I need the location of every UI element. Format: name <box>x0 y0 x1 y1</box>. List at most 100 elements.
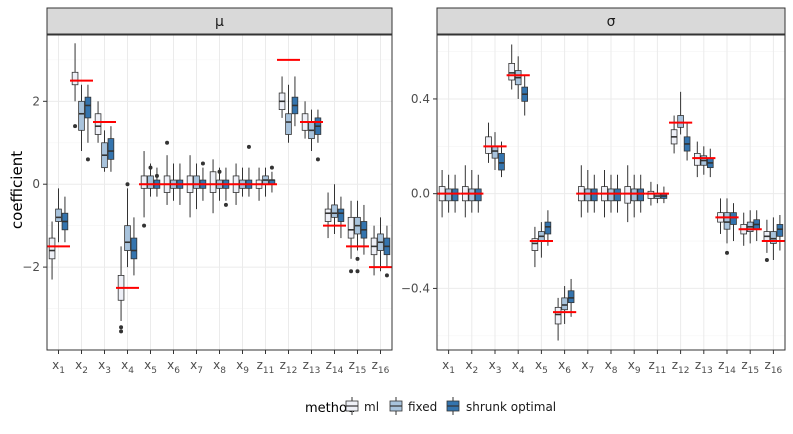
x-tick-label: x1 <box>52 358 65 376</box>
x-tick-label: z14 <box>326 358 344 376</box>
box-iqr <box>485 136 492 154</box>
box-iqr <box>590 188 598 202</box>
box-fixed <box>193 163 200 210</box>
box-iqr <box>630 188 638 202</box>
box-iqr <box>147 175 154 189</box>
box-ml <box>94 101 102 143</box>
box-shrunk-optimal <box>130 217 138 276</box>
y-axis-label: coefficient <box>8 151 26 229</box>
box-iqr <box>140 175 148 189</box>
box-ml <box>48 221 56 280</box>
box-iqr <box>637 188 644 202</box>
x-tick-label: x5 <box>144 358 157 376</box>
box-shrunk-optimal <box>61 196 69 243</box>
box-iqr <box>607 188 615 202</box>
box-ml <box>694 141 701 178</box>
box-fixed <box>700 146 708 175</box>
x-tick-label: x7 <box>581 358 594 376</box>
box-shrunk-optimal <box>706 148 714 178</box>
outlier-point <box>200 161 205 166</box>
box-iqr <box>723 212 731 230</box>
box-fixed <box>654 184 661 204</box>
box-iqr <box>78 100 85 131</box>
box-fixed <box>170 163 177 201</box>
box-ml <box>186 155 194 218</box>
y-tick-label: 0.0 <box>411 187 430 201</box>
x-tick-label: z15 <box>741 358 759 376</box>
y-tick-label: −2 <box>22 260 40 274</box>
x-tick-label: z13 <box>303 358 321 376</box>
outlier-point <box>349 269 354 274</box>
box-shrunk-optimal <box>753 210 760 242</box>
box-fixed <box>308 109 315 152</box>
box-shrunk-optimal <box>498 141 505 178</box>
box-shrunk-optimal <box>383 225 391 278</box>
legend: method ml fixed shrunk optimal <box>305 397 556 416</box>
box-iqr <box>347 216 355 239</box>
box-shrunk-optimal <box>314 109 322 162</box>
box-iqr <box>498 153 505 171</box>
x-tick-label: z12 <box>280 358 298 376</box>
box-iqr <box>474 188 482 202</box>
box-iqr <box>567 290 575 304</box>
box-iqr <box>84 96 92 119</box>
box-fixed <box>677 91 684 135</box>
x-tick-label: z11 <box>649 358 667 376</box>
legend-label: ml <box>364 400 379 414</box>
outlier-point <box>119 329 124 334</box>
y-tick-label: −0.4 <box>401 281 430 295</box>
box-fixed <box>723 198 731 255</box>
outlier-point <box>148 165 153 170</box>
outlier-point <box>355 256 360 261</box>
outlier-point <box>355 269 360 274</box>
box-ml <box>278 76 286 118</box>
box-iqr <box>776 224 784 237</box>
outlier-point <box>315 157 320 162</box>
box-iqr <box>48 237 56 260</box>
box-fixed <box>746 210 754 244</box>
box-iqr <box>491 145 499 159</box>
box-fixed <box>55 188 62 243</box>
x-tick-label: x1 <box>442 358 455 376</box>
panel-border <box>46 34 393 351</box>
y-tick-label: 0.4 <box>411 92 430 106</box>
box-iqr <box>584 188 592 202</box>
legend-key-ml <box>345 397 359 415</box>
outlier-point <box>217 169 222 174</box>
panel-2: σ −0.4 0.0 0.4 x1 x2 x3 x4 x5 x6 x7 x8 x9 z11 z12 z13 z1… <box>401 7 786 376</box>
box-ml <box>763 219 771 262</box>
outlier-point <box>725 250 729 255</box>
outlier-point <box>154 173 159 178</box>
box-iqr <box>337 208 345 222</box>
legend-key-shrunk-optimal <box>446 397 460 415</box>
box-iqr <box>209 171 217 193</box>
box-iqr <box>531 238 539 251</box>
box-shrunk-optimal <box>776 215 784 251</box>
box-iqr <box>445 188 452 202</box>
box-shrunk-optimal <box>567 278 575 317</box>
box-fixed <box>538 222 545 258</box>
box-iqr <box>647 190 655 199</box>
x-tick-label: x9 <box>236 358 249 376</box>
box-iqr <box>130 237 138 260</box>
box-shrunk-optimal <box>730 203 737 242</box>
x-tick-label: x5 <box>535 358 548 376</box>
box-iqr <box>508 63 516 81</box>
x-tick-label: x3 <box>98 358 111 376</box>
panel-strip <box>436 7 786 35</box>
box-shrunk-optimal <box>660 186 668 204</box>
box-iqr <box>770 231 777 244</box>
box-ml <box>485 122 492 163</box>
box-ml <box>578 165 585 218</box>
box-shrunk-optimal <box>199 161 207 201</box>
box-ml <box>71 43 79 129</box>
x-tick-label: x3 <box>489 358 502 376</box>
box-shrunk-optimal <box>245 144 253 197</box>
box-iqr <box>561 297 568 311</box>
x-tick-label: z12 <box>672 358 690 376</box>
panel-title: μ <box>215 14 224 30</box>
box-iqr <box>71 71 79 86</box>
box-iqr <box>624 186 632 204</box>
box-ml <box>209 159 217 214</box>
